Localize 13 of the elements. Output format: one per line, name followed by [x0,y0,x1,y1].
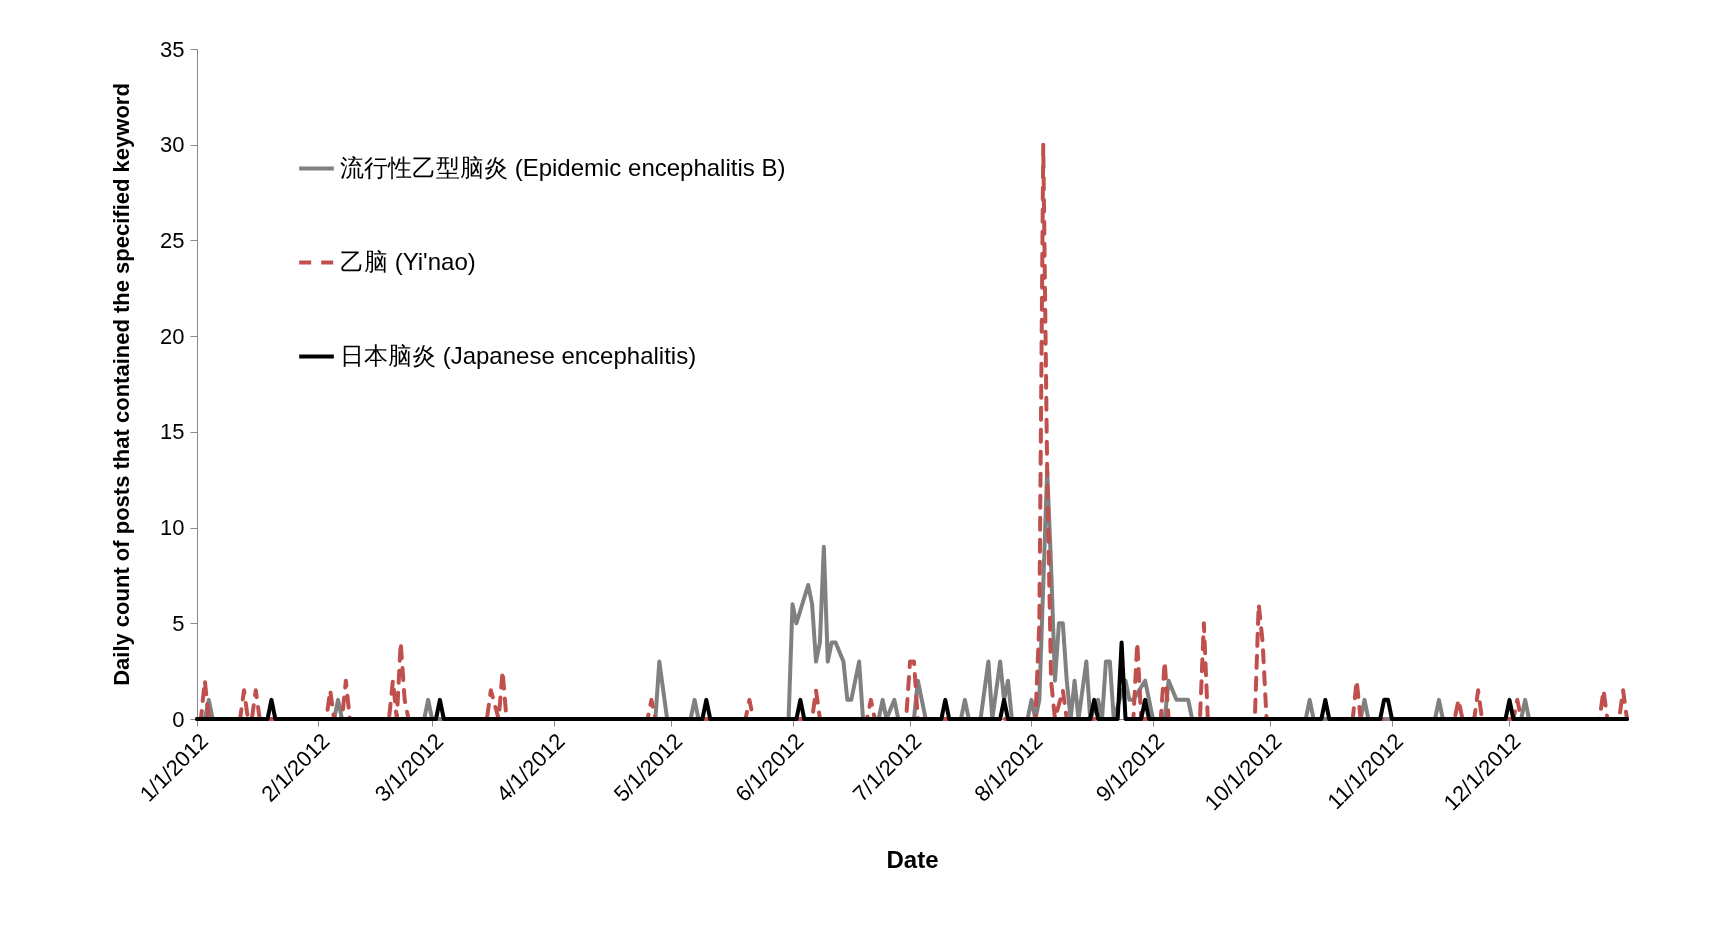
y-tick-label: 20 [160,323,185,349]
y-tick-label: 15 [160,419,185,445]
y-tick-label: 35 [160,36,185,62]
y-tick-label: 5 [172,610,185,636]
legend-label: 日本脑炎 (Japanese encephalitis) [340,341,697,369]
x-axis-title: Date [886,845,939,873]
legend-label: 流行性乙型脑炎 (Epidemic encephalitis B) [340,153,786,181]
y-tick-label: 10 [160,515,185,541]
y-tick-label: 25 [160,227,185,253]
y-tick-label: 30 [160,132,185,158]
y-axis-title: Daily count of posts that contained the specified keyword [109,83,135,686]
y-tick-label: 0 [172,706,185,732]
legend-label: 乙脑 (Yi'nao) [340,247,476,275]
